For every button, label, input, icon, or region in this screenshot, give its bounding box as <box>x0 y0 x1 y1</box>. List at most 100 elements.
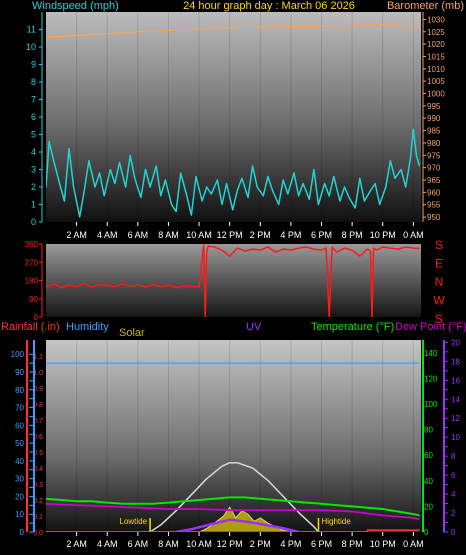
wind-time-label: 12 PM <box>217 230 243 240</box>
humidity-tick-label: 70 <box>15 404 24 413</box>
uv-tick-label: 8 <box>451 452 456 461</box>
compass-label-e: E <box>435 257 443 271</box>
climate-time-label: 4 PM <box>280 539 301 549</box>
uv-tick-label: 10 <box>451 433 460 442</box>
tide-label-hightide: Hightide <box>321 517 351 526</box>
temperature-tick-label: 0 <box>424 528 429 537</box>
wind-time-label: 0 AM <box>403 230 424 240</box>
humidity-tick-label: 60 <box>15 421 24 430</box>
windspeed-tick-label: 4 <box>31 147 36 157</box>
windspeed-tick-label: 10 <box>26 42 36 52</box>
solar-label: Solar <box>119 327 145 339</box>
uv-tick-label: 18 <box>451 357 460 366</box>
temperature-line <box>46 496 420 517</box>
compass-label-w: W <box>433 294 445 308</box>
rainfall-line <box>46 529 420 532</box>
wind-time-label: 6 PM <box>311 230 332 240</box>
rainfall-tick-label: 0.4 <box>33 466 43 473</box>
humidity-tick-label: 90 <box>15 368 24 377</box>
barometer-tick-label: 990 <box>427 114 441 123</box>
compass-label-n: N <box>435 275 444 289</box>
uv-tick-label: 0 <box>451 528 456 537</box>
rainfall-label: Rainfall (.in) <box>1 321 60 333</box>
temperature-tick-label: 100 <box>424 400 438 409</box>
barometer-title: Barometer (mb) <box>387 0 464 12</box>
uv-tick-label: 20 <box>451 338 460 347</box>
rainfall-tick-label: 0.8 <box>33 402 43 409</box>
barometer-tick-label: 1010 <box>427 65 445 74</box>
rainfall-tick-label: 1.0 <box>33 370 43 377</box>
windspeed-tick-label: 0 <box>31 217 36 227</box>
rainfall-tick-label: 0.1 <box>33 514 43 521</box>
windspeed-tick-label: 11 <box>27 25 36 35</box>
rainfall-tick-label: 0.5 <box>33 450 43 457</box>
direction-tick-label: 360 <box>25 240 39 249</box>
climate-axes: 0.0 0.1 0.2 0.3 0.4 0.5 0.6 0.7 0.8 0.9 1.0 1.1 0 10 2… <box>11 338 461 537</box>
rainfall-tick-label: 0.3 <box>33 482 43 489</box>
windspeed-tick-label: 8 <box>31 77 36 87</box>
uv-tick-label: 16 <box>451 376 460 385</box>
direction-tick-label: 180 <box>25 277 39 286</box>
wind-time-label: 2 PM <box>250 230 271 240</box>
climate-time-label: 12 PM <box>217 539 243 549</box>
climate-time-label: 6 AM <box>128 539 149 549</box>
uv-tick-label: 14 <box>451 395 460 404</box>
humidity-tick-label: 30 <box>15 475 24 484</box>
wind-panel-background <box>46 12 421 222</box>
temperature-tick-label: 20 <box>424 502 433 511</box>
climate-time-label: 10 PM <box>370 539 396 549</box>
compass-label-s: S <box>435 238 443 252</box>
rainfall-tick-label: 0.9 <box>33 386 43 393</box>
climate-time-label: 4 AM <box>97 539 118 549</box>
barometer-tick-label: 995 <box>427 102 441 111</box>
barometer-tick-label: 1005 <box>427 77 445 86</box>
wind-time-axis: 2 AM 4 AM 6 AM 8 AM 10 AM 12 PM 2 PM 4 PM 6 PM 8 … <box>66 222 424 240</box>
windspeed-tick-label: 6 <box>31 112 36 122</box>
uv-tick-label: 2 <box>451 509 456 518</box>
wind-time-label: 4 AM <box>97 230 118 240</box>
climate-time-axis: 2 AM 4 AM 6 AM 8 AM 10 AM 12 PM 2 PM 4 PM 6 PM 8 … <box>66 532 424 549</box>
compass-label-s: S <box>435 312 443 326</box>
graph-day-title: 24 hour graph day : March 06 2026 <box>183 0 355 12</box>
rainfall-tick-label: 0.2 <box>33 498 43 505</box>
humidity-tick-label: 40 <box>15 457 24 466</box>
temperature-tick-label: 80 <box>424 426 433 435</box>
direction-panel-background <box>46 244 421 317</box>
uv-tick-label: 12 <box>451 414 460 423</box>
humidity-tick-label: 100 <box>11 350 25 359</box>
barometer-tick-label: 965 <box>427 176 441 185</box>
wind-time-label: 10 AM <box>186 230 212 240</box>
windspeed-tick-label: 1 <box>31 200 36 210</box>
humidity-tick-label: 10 <box>15 510 24 519</box>
direction-axis: 0 90 180 270 360 <box>25 240 43 322</box>
windspeed-tick-label: 2 <box>31 182 36 192</box>
windspeed-title: Windspeed (mph) <box>32 0 119 12</box>
windspeed-tick-label: 5 <box>31 130 36 140</box>
climate-time-label: 2 AM <box>66 539 87 549</box>
barometer-line <box>46 23 420 38</box>
climate-time-label: 10 AM <box>186 539 212 549</box>
climate-time-label: 8 PM <box>342 539 363 549</box>
windspeed-line <box>46 128 421 218</box>
climate-time-label: 0 AM <box>403 539 424 549</box>
climate-time-label: 2 PM <box>250 539 271 549</box>
barometer-tick-label: 950 <box>427 213 441 222</box>
climate-series: Lowtide Hightide <box>46 340 420 532</box>
wind-time-label: 8 PM <box>342 230 363 240</box>
wind-time-label: 10 PM <box>370 230 396 240</box>
barometer-tick-label: 1030 <box>427 15 445 24</box>
climate-panel-background <box>46 340 421 532</box>
barometer-tick-label: 975 <box>427 151 441 160</box>
dewpoint-line <box>46 502 420 521</box>
uv-tick-label: 4 <box>451 490 456 499</box>
tide-label-lowtide: Lowtide <box>120 517 148 526</box>
wind-time-label: 8 AM <box>158 230 179 240</box>
temperature-tick-label: 40 <box>424 477 433 486</box>
uv-line <box>175 518 299 532</box>
wind-time-label: 4 PM <box>280 230 301 240</box>
barometer-tick-label: 970 <box>427 164 441 173</box>
barometer-tick-label: 1015 <box>427 52 445 61</box>
barometer-tick-label: 985 <box>427 127 441 136</box>
wind-series <box>46 12 421 222</box>
